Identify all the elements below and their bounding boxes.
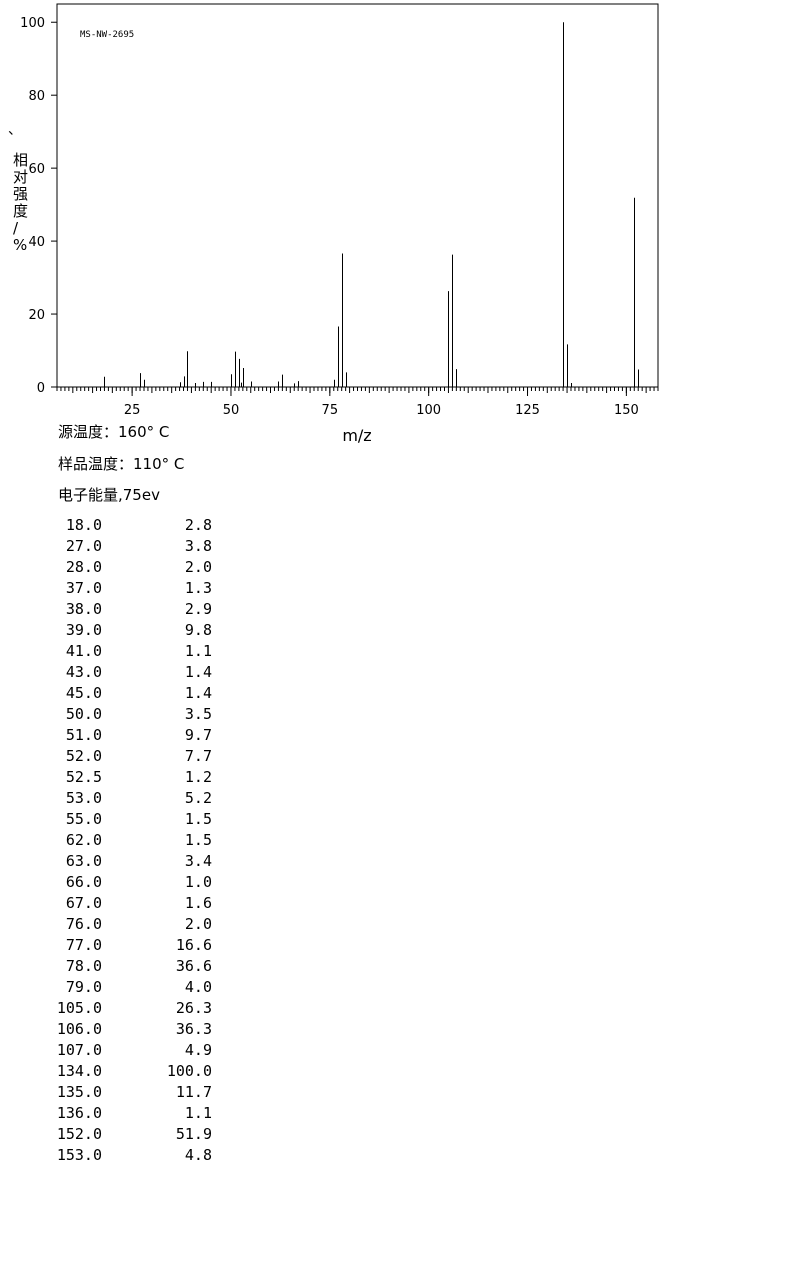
peak-intensity: 5.2 bbox=[184, 789, 212, 807]
x-tick-label: 75 bbox=[322, 403, 339, 418]
peak-mz: 67.0 bbox=[65, 894, 102, 912]
spectrum-id-label: MS-NW-2695 bbox=[80, 30, 134, 40]
peak-intensity: 4.8 bbox=[184, 1146, 212, 1164]
peak-intensity: 1.6 bbox=[184, 894, 212, 912]
peak-mz: 105.0 bbox=[56, 999, 102, 1017]
peak-intensity: 2.0 bbox=[184, 915, 212, 933]
peak-intensity: 1.5 bbox=[184, 810, 212, 828]
y-tick-label: 0 bbox=[37, 381, 45, 396]
peak-mz: 53.0 bbox=[65, 789, 102, 807]
peak-intensity: 1.2 bbox=[184, 768, 212, 786]
peak-mz: 39.0 bbox=[65, 621, 102, 639]
x-axis-ticks: 25 50 75 100 125 150 bbox=[124, 387, 639, 418]
spectrum-peaks bbox=[104, 22, 639, 387]
x-tick-label: 125 bbox=[515, 403, 540, 418]
peak-intensity: 3.5 bbox=[184, 705, 212, 723]
peak-mz: 45.0 bbox=[65, 684, 102, 702]
peak-mz: 62.0 bbox=[65, 831, 102, 849]
peak-intensity: 2.8 bbox=[184, 516, 212, 534]
y-tick-label: 100 bbox=[20, 16, 45, 31]
x-tick-label: 25 bbox=[124, 403, 141, 418]
peak-intensity: 11.7 bbox=[175, 1083, 212, 1101]
peak-intensity: 4.9 bbox=[184, 1041, 212, 1059]
x-tick-label: 50 bbox=[223, 403, 240, 418]
peak-intensity: 1.3 bbox=[184, 579, 212, 597]
y-axis-ticks: 0 20 40 60 80 100 bbox=[20, 16, 57, 396]
peak-mz: 136.0 bbox=[56, 1104, 102, 1122]
peak-mz: 152.0 bbox=[56, 1125, 102, 1143]
peak-intensity: 1.1 bbox=[184, 642, 212, 660]
peak-mz: 28.0 bbox=[65, 558, 102, 576]
peak-mz: 52.5 bbox=[65, 768, 102, 786]
peak-mz: 18.0 bbox=[65, 516, 102, 534]
peak-intensity: 4.0 bbox=[184, 978, 212, 996]
y-tick-label: 20 bbox=[28, 308, 45, 323]
peak-mz: 27.0 bbox=[65, 537, 102, 555]
peak-mz: 77.0 bbox=[65, 936, 102, 954]
peak-mz: 76.0 bbox=[65, 915, 102, 933]
peak-mz: 106.0 bbox=[56, 1020, 102, 1038]
peak-intensity: 1.0 bbox=[184, 873, 212, 891]
peak-mz: 43.0 bbox=[65, 663, 102, 681]
peak-intensity: 2.0 bbox=[184, 558, 212, 576]
peak-intensity: 3.4 bbox=[184, 852, 212, 870]
peak-mz: 51.0 bbox=[65, 726, 102, 744]
peak-mz: 52.0 bbox=[65, 747, 102, 765]
peak-mz: 135.0 bbox=[56, 1083, 102, 1101]
peak-intensity: 2.9 bbox=[184, 600, 212, 618]
sample-temperature: 样品温度：110° C bbox=[58, 455, 185, 473]
peak-mz: 63.0 bbox=[65, 852, 102, 870]
peak-intensity: 1.1 bbox=[184, 1104, 212, 1122]
peak-mz: 107.0 bbox=[56, 1041, 102, 1059]
peak-intensity: 3.8 bbox=[184, 537, 212, 555]
peak-intensity: 26.3 bbox=[175, 999, 212, 1017]
x-axis-label: m/z bbox=[342, 426, 371, 445]
peak-mz: 38.0 bbox=[65, 600, 102, 618]
y-axis-label: 相对强度/% bbox=[13, 151, 28, 254]
peak-intensity: 51.9 bbox=[175, 1125, 212, 1143]
peak-intensity: 1.5 bbox=[184, 831, 212, 849]
peak-mz: 79.0 bbox=[65, 978, 102, 996]
peak-intensity: 9.7 bbox=[184, 726, 212, 744]
y-tick-label: 60 bbox=[28, 162, 45, 177]
peak-intensity: 1.4 bbox=[184, 663, 212, 681]
peak-mz: 50.0 bbox=[65, 705, 102, 723]
x-minor-ticks bbox=[56, 387, 659, 393]
peak-mz: 55.0 bbox=[65, 810, 102, 828]
peak-intensity: 1.4 bbox=[184, 684, 212, 702]
electron-energy: 电子能量,75ev bbox=[58, 486, 160, 504]
peak-intensity: 7.7 bbox=[184, 747, 212, 765]
peak-mz: 78.0 bbox=[65, 957, 102, 975]
y-tick-label: 40 bbox=[28, 235, 45, 250]
plot-frame bbox=[56, 3, 659, 388]
peak-intensity: 36.3 bbox=[175, 1020, 212, 1038]
y-tick-label: 80 bbox=[28, 89, 45, 104]
peak-intensity: 36.6 bbox=[175, 957, 212, 975]
peak-mz: 134.0 bbox=[56, 1062, 102, 1080]
peak-mz: 66.0 bbox=[65, 873, 102, 891]
peak-mz: 41.0 bbox=[65, 642, 102, 660]
peak-intensity: 9.8 bbox=[184, 621, 212, 639]
peak-mz: 37.0 bbox=[65, 579, 102, 597]
y-axis-mark: 、 bbox=[8, 122, 22, 138]
peak-intensity: 100.0 bbox=[166, 1062, 212, 1080]
source-temperature: 源温度：160° C bbox=[58, 423, 170, 441]
x-tick-label: 100 bbox=[416, 403, 441, 418]
x-tick-label: 150 bbox=[614, 403, 639, 418]
peak-intensity: 16.6 bbox=[175, 936, 212, 954]
peak-mz: 153.0 bbox=[56, 1146, 102, 1164]
